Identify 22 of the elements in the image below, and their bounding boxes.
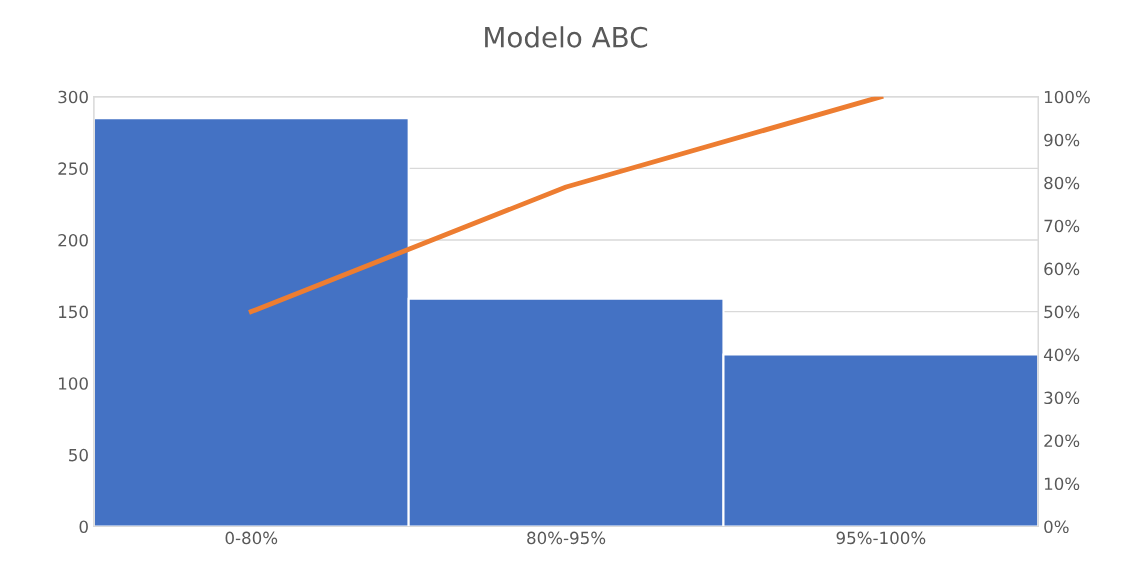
x-tick-label: 80%-95%: [527, 531, 606, 545]
y-tick-label: 100: [59, 377, 88, 390]
y2-tick-label: 30%: [1044, 391, 1080, 405]
y-tick-label: 300: [58, 90, 88, 104]
y2-tick-label: 90%: [1044, 133, 1080, 147]
x-tick-label: 0-80%: [225, 531, 278, 545]
y2-tick-label: 10%: [1044, 477, 1080, 491]
y-tick-label: 150: [59, 305, 88, 319]
y-tick-label: 250: [58, 162, 88, 175]
y2-tick-label: 80%: [1044, 176, 1080, 190]
y2-tick-label: 70%: [1044, 219, 1080, 233]
y2-tick-label: 100%: [1044, 90, 1090, 104]
y2-tick-label: 0%: [1044, 520, 1069, 534]
y2-tick-label: 20%: [1044, 434, 1080, 448]
y-tick-label: 200: [58, 233, 88, 247]
y2-tick-label: 60%: [1044, 262, 1080, 276]
chart-title: Modelo ABC: [485, 26, 648, 48]
y2-tick-label: 40%: [1043, 348, 1080, 362]
y2-tick-label: 50%: [1044, 305, 1080, 319]
y-tick-label: 50: [69, 448, 88, 462]
y-tick-label: 0: [79, 520, 88, 534]
x-tick-label: 95%-100%: [836, 531, 926, 545]
